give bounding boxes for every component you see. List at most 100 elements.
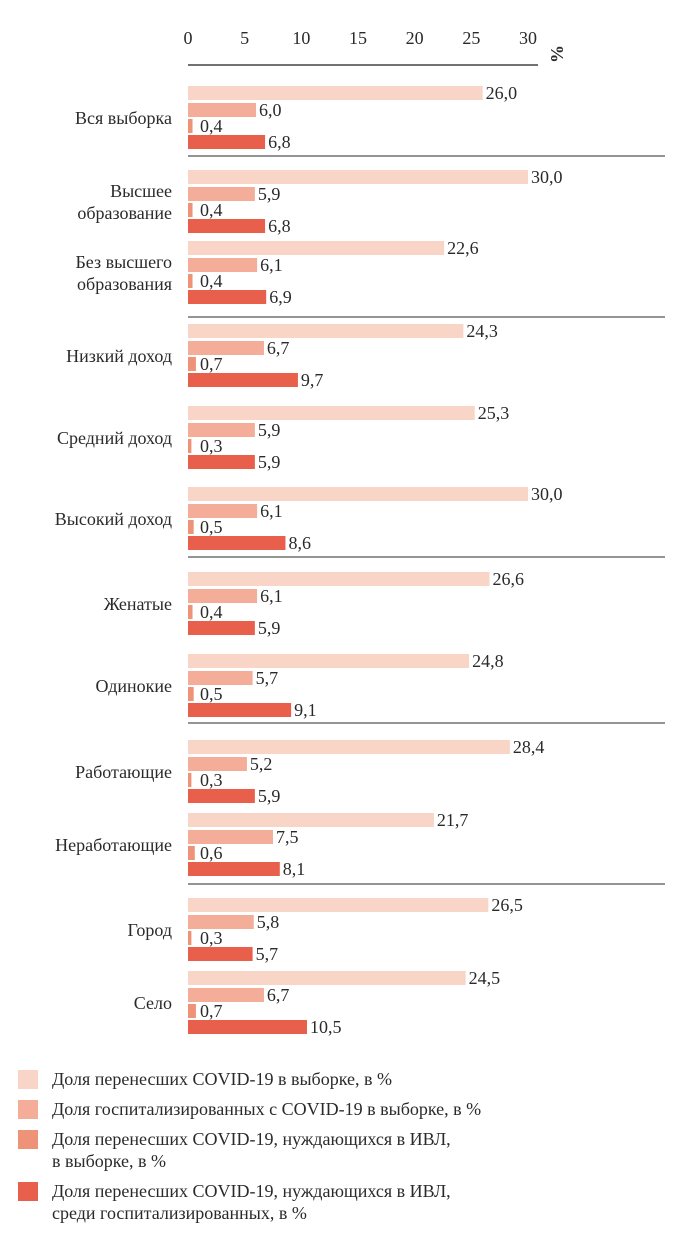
bar-value-label: 6,8	[268, 132, 291, 152]
bar-value-label: 28,4	[513, 737, 545, 757]
category-label: Высокий доход	[55, 509, 172, 529]
legend-swatch	[18, 1130, 38, 1149]
bar	[188, 1004, 196, 1018]
bar	[188, 621, 255, 635]
legend-label-line: Доля перенесших COVID-19, нуждающихся в …	[52, 1129, 451, 1149]
category-label: Неработающие	[55, 835, 172, 855]
bar	[188, 536, 286, 550]
bar	[188, 947, 253, 961]
bar-value-label: 22,6	[447, 238, 479, 258]
bar-value-label: 6,8	[268, 216, 291, 236]
bar-value-label: 10,5	[310, 1017, 342, 1037]
bar-value-label: 6,9	[269, 287, 292, 307]
bar	[188, 290, 267, 304]
bar-value-label: 5,8	[257, 912, 280, 932]
bar-value-label: 8,1	[283, 859, 306, 879]
legend-item: Доля перенесших COVID-19, нуждающихся в …	[18, 1128, 688, 1172]
bar	[188, 439, 192, 453]
bar-value-label: 30,0	[531, 484, 563, 504]
x-tick-label: 0	[184, 28, 193, 48]
bar	[188, 703, 292, 717]
legend-label-line: в выборке, в %	[52, 1151, 167, 1171]
bar	[188, 504, 258, 518]
bar	[188, 687, 194, 701]
bar	[188, 258, 258, 272]
bar	[188, 373, 298, 387]
bar	[188, 203, 193, 217]
bar	[188, 789, 255, 803]
bar-value-label: 6,1	[260, 255, 283, 275]
bar	[188, 324, 464, 338]
legend-label: Доля перенесших COVID-19, нуждающихся в …	[52, 1180, 451, 1224]
bar	[188, 1020, 307, 1034]
legend-label-line: Доля госпитализированных с COVID-19 в вы…	[52, 1099, 482, 1119]
bar-value-label: 0,4	[200, 271, 223, 291]
bar-value-label: 6,1	[260, 501, 283, 521]
x-tick-label: 5	[240, 28, 249, 48]
bar	[188, 846, 195, 860]
bar-value-label: 6,1	[260, 586, 283, 606]
bar-value-label: 0,4	[200, 116, 223, 136]
bar-value-label: 26,5	[491, 895, 523, 915]
bar	[188, 423, 255, 437]
bar-value-label: 5,7	[256, 668, 279, 688]
bar-value-label: 30,0	[531, 167, 563, 187]
bar	[188, 406, 475, 420]
bar-value-label: 0,7	[200, 1001, 223, 1021]
bar-value-label: 0,4	[200, 602, 223, 622]
bar	[188, 654, 470, 668]
bar-value-label: 26,0	[486, 83, 517, 103]
legend-item: Доля госпитализированных с COVID-19 в вы…	[18, 1098, 688, 1120]
bar-value-label: 24,8	[472, 651, 504, 671]
bar-value-label: 26,6	[492, 569, 524, 589]
category-label: Женатые	[104, 594, 172, 614]
bar	[188, 357, 196, 371]
bar	[188, 119, 193, 133]
bar-value-label: 24,3	[466, 321, 498, 341]
legend-item: Доля перенесших COVID-19 в выборке, в %	[18, 1068, 688, 1090]
x-tick-label: 20	[406, 28, 424, 48]
bar	[188, 170, 528, 184]
bar-value-label: 5,2	[250, 754, 273, 774]
bar	[188, 813, 434, 827]
bar	[188, 915, 254, 929]
bar	[188, 830, 273, 844]
bar	[188, 931, 192, 945]
bar-value-label: 0,5	[200, 684, 223, 704]
x-tick-label: 10	[292, 28, 310, 48]
bar	[188, 219, 266, 233]
bar	[188, 898, 489, 912]
chart-legend: Доля перенесших COVID-19 в выборке, в % …	[18, 1068, 688, 1232]
bar-value-label: 0,6	[200, 843, 223, 863]
bar	[188, 773, 192, 787]
legend-item: Доля перенесших COVID-19, нуждающихся в …	[18, 1180, 688, 1224]
category-label: Вся выборка	[75, 108, 172, 128]
bar	[188, 671, 253, 685]
bar-value-label: 6,7	[267, 338, 290, 358]
category-label: Село	[134, 993, 172, 1013]
category-label: Низкий доход	[66, 346, 172, 366]
legend-swatch	[18, 1182, 38, 1201]
bar	[188, 988, 264, 1002]
legend-label: Доля перенесших COVID-19, нуждающихся в …	[52, 1128, 451, 1172]
bar-value-label: 8,6	[288, 533, 311, 553]
bar-value-label: 5,9	[258, 786, 281, 806]
bar	[188, 572, 490, 586]
bar	[188, 589, 258, 603]
category-label: образования	[77, 274, 172, 294]
bar-chart: 0 5 10 15 20 25 30% Вся выборка 26,0 6,0 0,4 6,8 Выс…	[55, 28, 665, 1039]
legend-swatch	[18, 1070, 38, 1089]
category-label: Без высшего	[75, 252, 172, 272]
bar	[188, 187, 255, 201]
bar	[188, 274, 193, 288]
category-label: Высшее	[110, 181, 172, 201]
category-label: Средний доход	[57, 428, 172, 448]
bar-value-label: 0,3	[200, 436, 223, 456]
bar	[188, 520, 194, 534]
bar	[188, 241, 445, 255]
x-tick-label: 15	[349, 28, 367, 48]
legend-label: Доля госпитализированных с COVID-19 в вы…	[52, 1098, 481, 1120]
bar-value-label: 5,7	[256, 944, 279, 964]
bar	[188, 341, 264, 355]
legend-swatch	[18, 1100, 38, 1119]
